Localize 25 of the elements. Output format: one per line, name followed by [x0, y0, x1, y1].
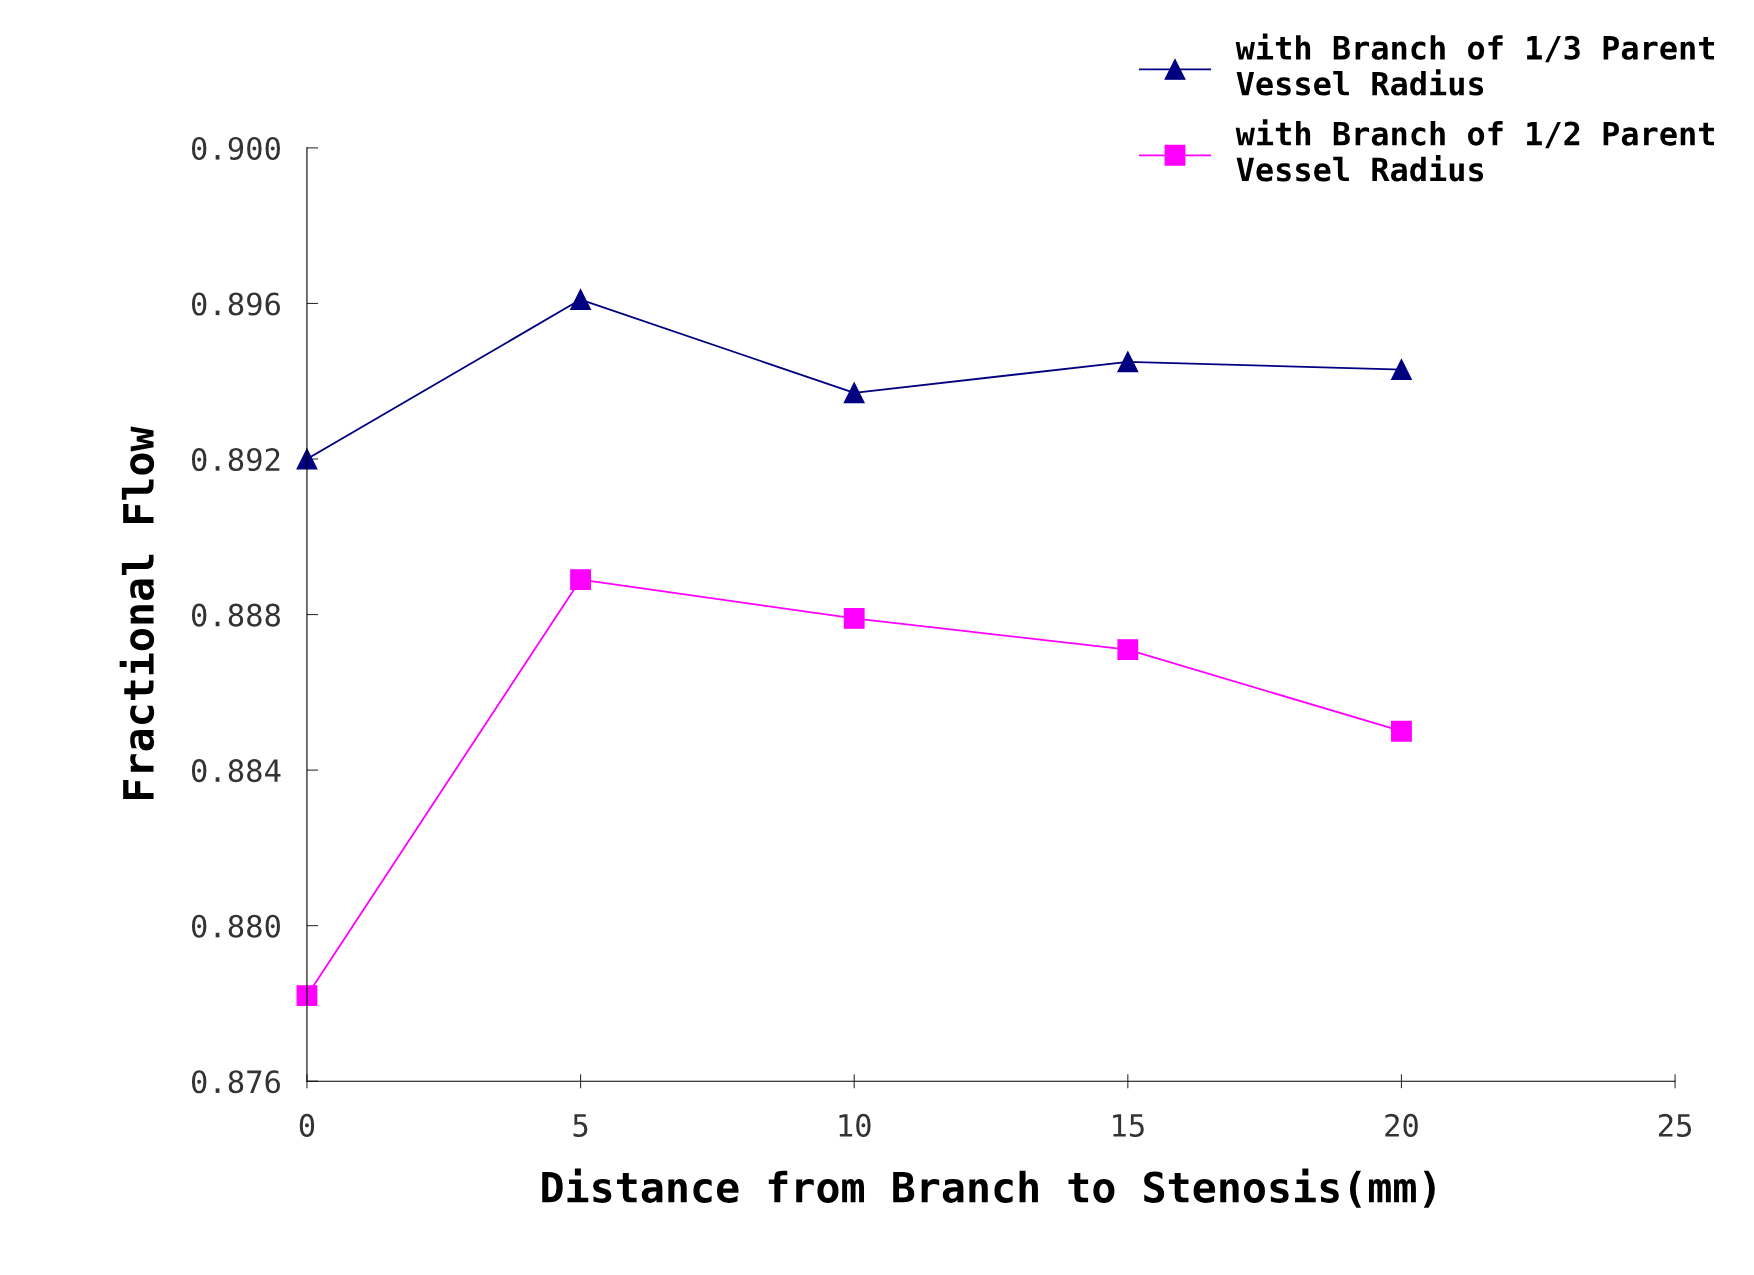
x-tick-label: 20 [1385, 1113, 1418, 1137]
x-tick-label: 25 [1658, 1113, 1692, 1137]
legend-label: with Branch of 1/2 Parent Vessel Radius [1235, 119, 1714, 182]
y-axis-title: Fractional Flow [119, 426, 155, 799]
x-tick-label: 0 [299, 1113, 315, 1137]
point [570, 289, 591, 310]
x-tick-label: 10 [839, 1113, 871, 1137]
y-tick-label: 0.880 [191, 914, 280, 938]
point [570, 569, 591, 590]
y-tick-label: 0.884 [191, 759, 281, 783]
y-tick-label: 0.900 [191, 136, 280, 161]
x-axis-title: Distance from Branch to Stenosis(mm) [542, 1168, 1435, 1208]
point [1391, 359, 1412, 380]
legend-label: with Branch of 1/3 Parent Vessel Radius [1235, 33, 1714, 96]
point [1117, 639, 1139, 660]
y-tick-label: 0.888 [191, 603, 280, 627]
point [1117, 351, 1139, 373]
y-tick-label: 0.896 [191, 292, 280, 316]
point [843, 382, 865, 404]
y-tick-label: 0.892 [191, 448, 280, 472]
point [843, 608, 865, 629]
point [1391, 720, 1412, 742]
y-tick-label: 0.876 [191, 1070, 280, 1094]
x-tick-label: 15 [1113, 1114, 1144, 1137]
x-tick-label: 5 [573, 1114, 588, 1137]
